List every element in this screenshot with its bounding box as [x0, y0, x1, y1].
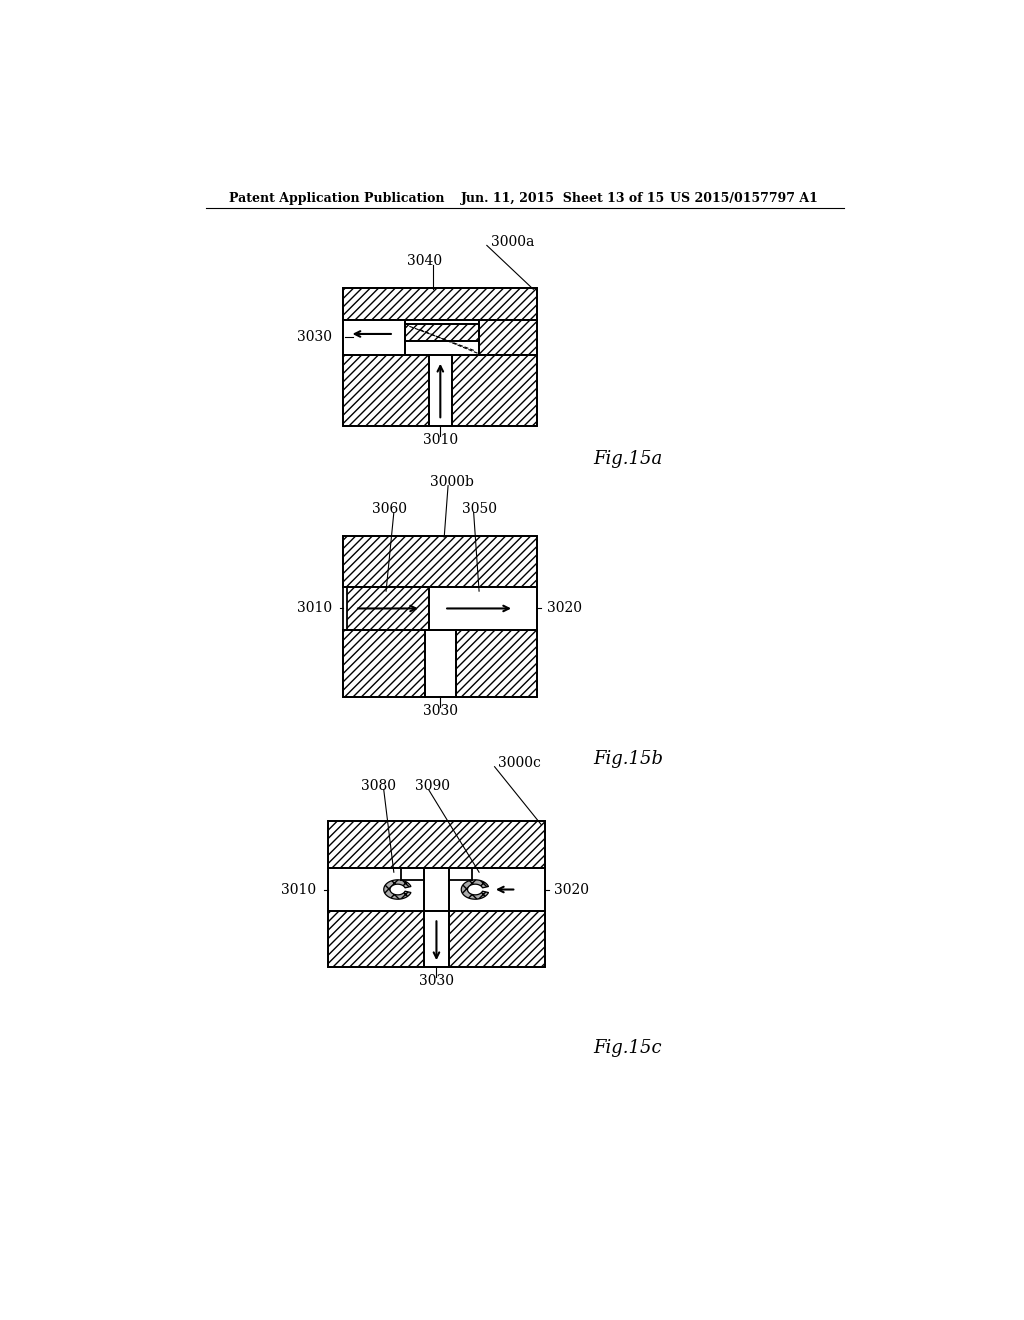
Polygon shape — [449, 869, 545, 911]
Text: Fig.15b: Fig.15b — [593, 750, 663, 768]
Text: 3080: 3080 — [360, 779, 396, 793]
Polygon shape — [461, 880, 488, 899]
Polygon shape — [429, 355, 452, 426]
Polygon shape — [406, 323, 479, 341]
Text: 3020: 3020 — [554, 883, 589, 896]
Text: 3040: 3040 — [408, 253, 442, 268]
Polygon shape — [456, 630, 538, 697]
Polygon shape — [343, 536, 538, 587]
Text: 3010: 3010 — [297, 601, 332, 615]
Polygon shape — [343, 288, 538, 321]
Polygon shape — [384, 880, 411, 899]
Polygon shape — [452, 355, 538, 426]
Text: 3000c: 3000c — [499, 756, 542, 770]
Polygon shape — [425, 630, 456, 697]
Text: 3030: 3030 — [423, 705, 458, 718]
Polygon shape — [328, 911, 424, 966]
Polygon shape — [328, 869, 424, 911]
Text: 3060: 3060 — [373, 502, 408, 516]
Text: Fig.15c: Fig.15c — [593, 1039, 662, 1057]
Polygon shape — [424, 911, 449, 966]
Polygon shape — [429, 587, 538, 630]
Text: 3090: 3090 — [415, 779, 451, 793]
Polygon shape — [449, 911, 545, 966]
Text: 3020: 3020 — [547, 601, 582, 615]
Polygon shape — [343, 321, 406, 355]
Text: 3030: 3030 — [419, 974, 454, 987]
Polygon shape — [343, 355, 429, 426]
Polygon shape — [479, 321, 538, 355]
Text: 3000a: 3000a — [490, 235, 535, 248]
Polygon shape — [343, 630, 425, 697]
Text: 3010: 3010 — [423, 433, 458, 447]
Text: 3030: 3030 — [297, 330, 332, 345]
Text: Jun. 11, 2015  Sheet 13 of 15: Jun. 11, 2015 Sheet 13 of 15 — [461, 191, 666, 205]
Text: 3000b: 3000b — [430, 475, 474, 488]
Text: 3010: 3010 — [282, 883, 316, 896]
Text: Patent Application Publication: Patent Application Publication — [228, 191, 444, 205]
Text: 3050: 3050 — [462, 502, 497, 516]
Polygon shape — [328, 821, 545, 869]
Polygon shape — [347, 587, 429, 630]
Text: Fig.15a: Fig.15a — [593, 450, 663, 467]
Text: US 2015/0157797 A1: US 2015/0157797 A1 — [671, 191, 818, 205]
